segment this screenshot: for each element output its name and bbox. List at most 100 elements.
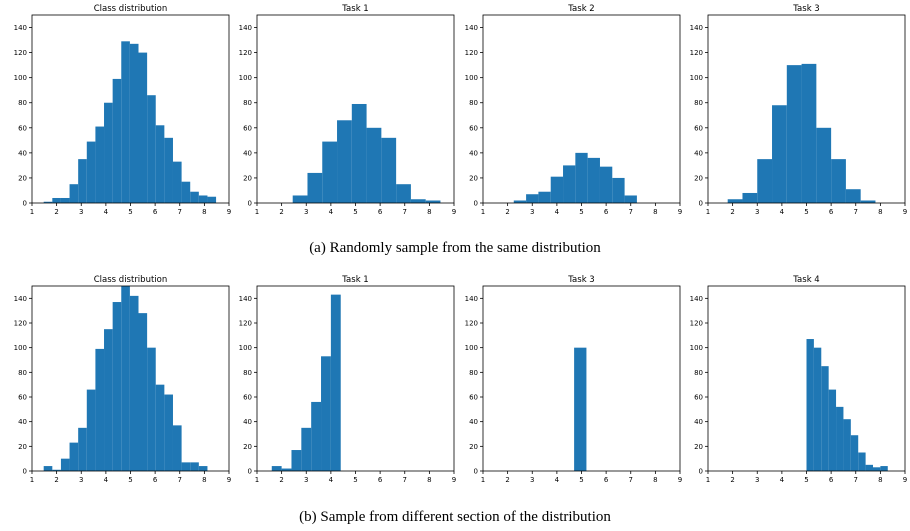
y-tick-label: 20 (694, 174, 703, 182)
histogram-bar (550, 176, 564, 203)
histogram-bar (198, 195, 208, 203)
panel-a-1: Class distribution 0 20 40 60 80 100 120 140 1 2 3 4… (14, 4, 232, 216)
y-tick-label: 120 (690, 49, 703, 57)
x-tick-label: 5 (579, 476, 583, 484)
histogram-bar (772, 105, 787, 203)
histogram-bar (147, 95, 156, 203)
x-tick-label: 8 (427, 476, 431, 484)
y-tick-label: 100 (465, 344, 478, 352)
y-tick-label: 60 (469, 394, 478, 402)
histogram-bar (381, 137, 397, 203)
x-tick-label: 9 (903, 476, 907, 484)
y-tick-label: 40 (469, 418, 478, 426)
histogram-bar (321, 356, 331, 471)
y-tick-label: 20 (18, 443, 27, 451)
y-tick-label: 40 (694, 418, 703, 426)
histogram-bar (172, 161, 182, 203)
y-tick-label: 20 (469, 174, 478, 182)
histogram-bar (155, 384, 165, 471)
x-tick-label: 2 (505, 208, 509, 216)
histogram-bar (865, 464, 873, 471)
histogram-bar (271, 466, 282, 471)
y-tick-label: 20 (694, 443, 703, 451)
histogram-bar (86, 141, 96, 203)
x-tick-label: 4 (104, 208, 109, 216)
panel-title: Task 1 (341, 275, 368, 285)
histogram-bar (138, 52, 148, 203)
y-tick-label: 80 (18, 99, 27, 107)
x-tick-label: 2 (505, 476, 509, 484)
histogram-bar (181, 462, 191, 471)
x-tick-label: 5 (579, 208, 583, 216)
y-tick-label: 100 (14, 74, 27, 82)
histogram-bar (181, 181, 191, 203)
histogram-bar (575, 152, 588, 203)
histogram-bar (821, 366, 829, 471)
y-tick-label: 80 (694, 99, 703, 107)
y-tick-label: 0 (699, 468, 703, 476)
x-tick-label: 9 (678, 476, 682, 484)
x-tick-label: 5 (353, 476, 357, 484)
x-tick-label: 7 (854, 208, 858, 216)
y-tick-label: 100 (690, 74, 703, 82)
histogram-bar (198, 466, 208, 471)
y-tick-label: 20 (469, 443, 478, 451)
x-tick-label: 4 (555, 476, 560, 484)
histogram-bar (69, 442, 79, 471)
y-tick-label: 0 (699, 200, 703, 208)
x-tick-label: 2 (54, 476, 58, 484)
x-tick-label: 1 (30, 208, 34, 216)
histogram-bar (104, 102, 113, 203)
x-tick-label: 7 (403, 208, 407, 216)
x-tick-label: 6 (153, 208, 158, 216)
x-tick-label: 1 (706, 476, 710, 484)
histogram-bar (850, 435, 859, 471)
y-tick-label: 40 (694, 149, 703, 157)
y-tick-label: 140 (465, 24, 478, 32)
y-tick-label: 60 (243, 394, 252, 402)
histogram-bar (513, 200, 527, 203)
y-tick-label: 40 (18, 418, 27, 426)
x-tick-label: 8 (202, 208, 206, 216)
y-tick-label: 80 (18, 369, 27, 377)
panel-a-2: Task 1 0 20 40 60 80 100 120 140 1 2 3 4 5 6 7 8 9 (239, 4, 457, 216)
x-tick-label: 5 (128, 476, 132, 484)
y-tick-label: 140 (14, 295, 27, 303)
x-tick-label: 9 (903, 208, 907, 216)
caption-a: (a) Randomly sample from the same distri… (309, 240, 601, 256)
histogram-bar (330, 294, 341, 471)
y-tick-label: 40 (243, 418, 252, 426)
x-tick-label: 2 (730, 476, 734, 484)
histogram-bar (121, 286, 130, 471)
y-tick-label: 0 (248, 200, 252, 208)
x-tick-label: 5 (804, 476, 808, 484)
histogram-bar (60, 197, 70, 203)
histogram-bar (190, 462, 199, 471)
histogram-bar (587, 157, 600, 203)
histogram-bar (872, 467, 881, 471)
x-tick-label: 6 (829, 476, 834, 484)
x-tick-label: 3 (530, 476, 534, 484)
x-tick-label: 3 (304, 208, 308, 216)
x-tick-label: 7 (178, 208, 182, 216)
x-tick-label: 9 (227, 208, 231, 216)
x-tick-label: 1 (30, 476, 34, 484)
x-tick-label: 3 (755, 476, 759, 484)
histogram-bar (337, 120, 352, 203)
panel-b-3: Task 3 0 20 40 60 80 100 120 140 1 2 3 4 5 6 7 8 9 (465, 275, 683, 484)
x-tick-label: 4 (329, 476, 334, 484)
histogram-bar (147, 347, 156, 471)
panel-title: Task 2 (567, 4, 594, 14)
x-tick-label: 1 (481, 208, 485, 216)
histogram-bar (207, 196, 217, 203)
histogram-bar (52, 469, 61, 471)
histogram-bar (599, 166, 613, 203)
histogram-bar (155, 125, 165, 203)
y-tick-label: 0 (23, 200, 27, 208)
panel-title: Task 3 (567, 275, 594, 285)
panel-title: Class distribution (94, 4, 168, 14)
histogram-bar (121, 41, 130, 203)
x-tick-label: 8 (653, 208, 657, 216)
x-tick-label: 6 (604, 208, 609, 216)
